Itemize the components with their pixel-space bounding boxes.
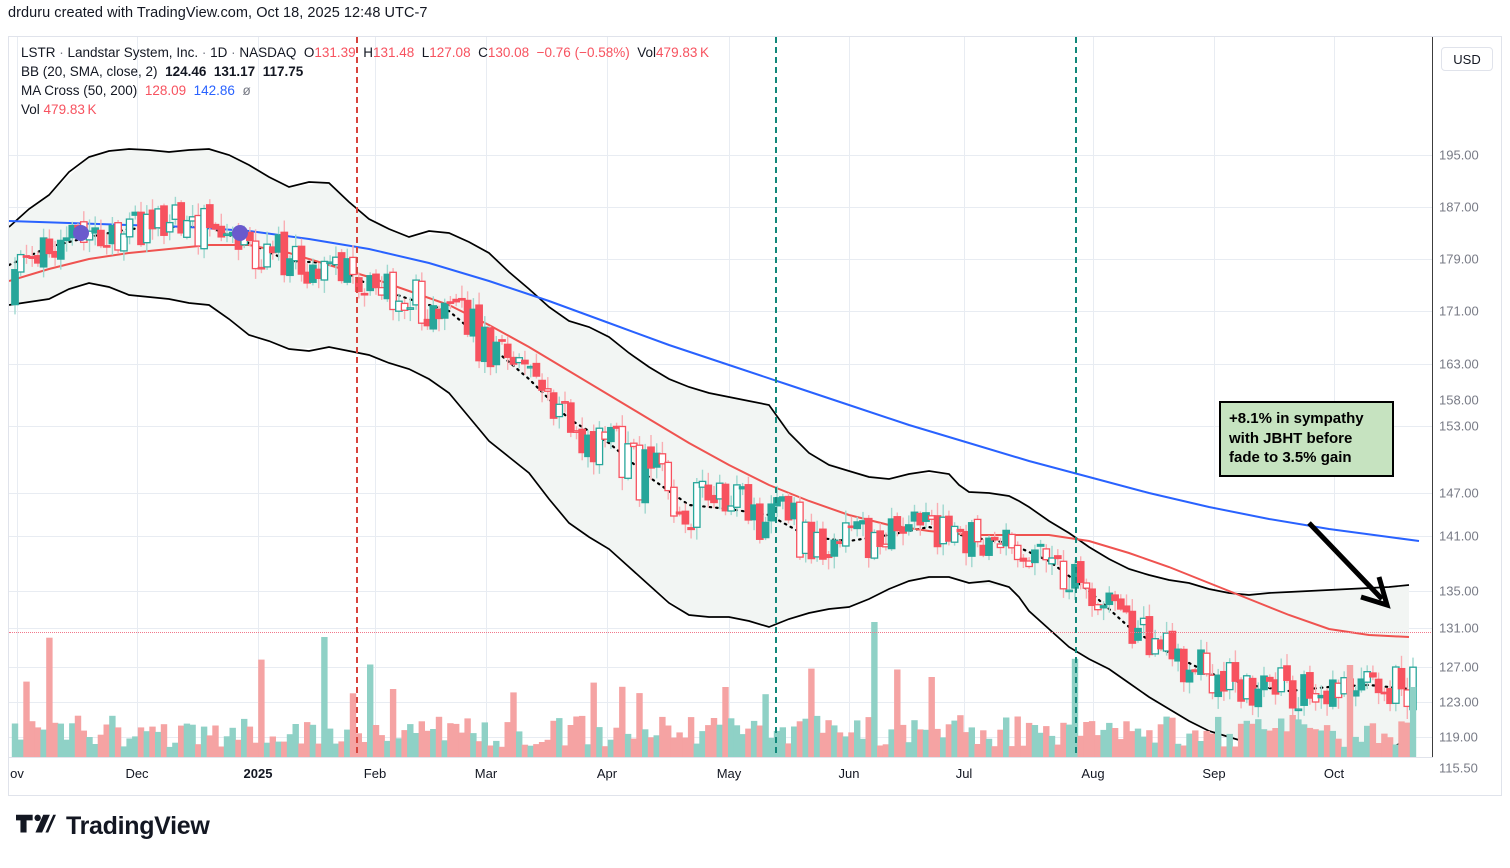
time-tick-label: Dec [125, 766, 149, 781]
time-tick-label: Sep [1202, 766, 1226, 781]
time-tick-label: 2025 [243, 766, 273, 781]
chart-frame: LSTR · Landstar System, Inc. · 1D · NASD… [8, 36, 1502, 796]
time-tick-label: Aug [1081, 766, 1105, 781]
current-price-line [9, 632, 1433, 633]
price-tick-label: 158.00 [1439, 392, 1479, 408]
price-scale[interactable]: USD 195.00 187.00 179.00 171.00 163.00 158.00… [1432, 37, 1501, 795]
chart-plot-area[interactable]: LSTR · Landstar System, Inc. · 1D · NASD… [9, 37, 1433, 757]
chart-series-layer [9, 148, 1420, 757]
time-tick-label: May [716, 766, 742, 781]
annotation-callout[interactable]: +8.1% in sympathy with JBHT before fade … [1219, 401, 1394, 477]
time-tick-label: Jun [838, 766, 860, 781]
time-tick-label: Jul [955, 766, 973, 781]
price-tick-label: 135.00 [1439, 583, 1479, 599]
price-tick-label: 115.50 [1439, 760, 1478, 776]
tradingview-wordmark: TradingView [66, 812, 210, 840]
price-tick-label: 163.00 [1439, 356, 1479, 372]
price-tick-label: 131.00 [1439, 620, 1479, 636]
attribution-text: drduru created with TradingView.com, Oct… [8, 5, 428, 21]
currency-badge[interactable]: USD [1441, 47, 1493, 71]
time-tick-label: Oct [1323, 766, 1345, 781]
tradingview-logo: TradingView [16, 812, 210, 841]
annotation-arrow [1307, 521, 1391, 609]
time-tick-label: Apr [596, 766, 618, 781]
price-tick-label: 141.00 [1439, 528, 1479, 544]
tradingview-mark-icon [16, 814, 56, 833]
price-tick-label: 119.00 [1439, 729, 1478, 745]
price-tick-label: 123.00 [1439, 694, 1479, 710]
time-tick-label: ov [10, 766, 24, 781]
price-tick-label: 195.00 [1439, 147, 1479, 163]
price-tick-label: 127.00 [1439, 659, 1479, 675]
price-tick-label: 153.00 [1439, 418, 1479, 434]
time-tick-label: Feb [363, 766, 387, 781]
price-tick-label: 171.00 [1439, 303, 1479, 319]
time-tick-label: Mar [474, 766, 498, 781]
price-tick-label: 179.00 [1439, 251, 1479, 267]
price-tick-label: 147.00 [1439, 485, 1479, 501]
time-scale[interactable]: ov Dec 2025 Feb Mar Apr May Jun Jul Aug Sep Oct [9, 757, 1433, 795]
price-tick-label: 187.00 [1439, 199, 1479, 215]
